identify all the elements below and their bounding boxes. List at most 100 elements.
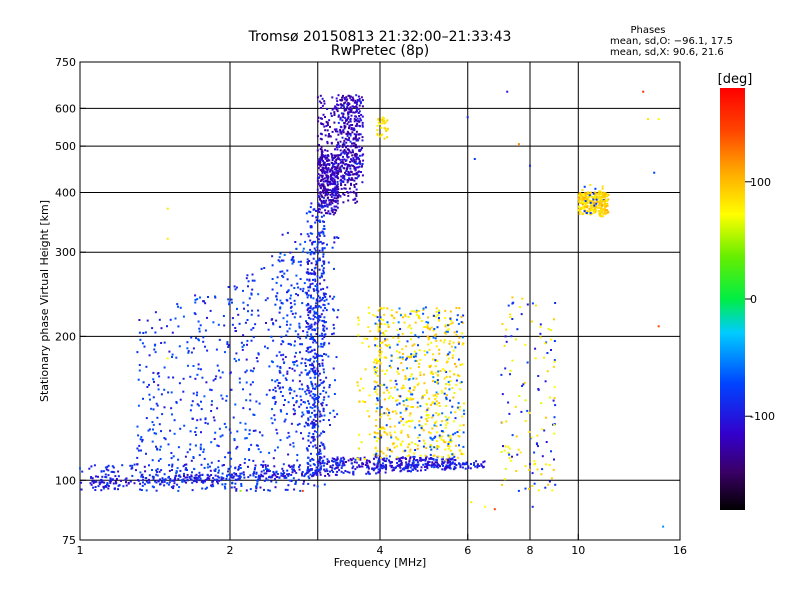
- data-point: [408, 459, 411, 462]
- data-point: [412, 461, 415, 464]
- data-point: [396, 399, 399, 402]
- data-point: [94, 486, 97, 488]
- data-point: [311, 214, 314, 217]
- data-point: [314, 383, 317, 386]
- data-point: [273, 397, 276, 400]
- data-point: [206, 349, 209, 352]
- data-point: [600, 211, 603, 214]
- data-point: [508, 453, 511, 456]
- data-point: [192, 392, 195, 395]
- data-point: [318, 410, 321, 413]
- data-point: [294, 330, 297, 333]
- data-point: [322, 430, 324, 433]
- data-point: [238, 381, 241, 384]
- data-point: [405, 461, 408, 464]
- data-point: [355, 171, 358, 174]
- data-point: [588, 207, 591, 210]
- data-point: [501, 323, 504, 325]
- data-point: [90, 476, 93, 478]
- data-point: [183, 424, 186, 427]
- data-point: [392, 442, 395, 445]
- data-point: [252, 336, 255, 339]
- data-point: [359, 457, 362, 460]
- data-point: [148, 393, 151, 396]
- data-point: [585, 193, 587, 196]
- data-point: [277, 384, 280, 387]
- data-point: [604, 199, 607, 202]
- data-point: [341, 119, 344, 122]
- data-point: [332, 471, 335, 473]
- data-point: [357, 334, 360, 337]
- data-point: [444, 426, 447, 429]
- data-point: [403, 468, 406, 471]
- data-point: [420, 320, 423, 322]
- data-point: [320, 183, 323, 186]
- data-point: [216, 407, 219, 410]
- data-point: [321, 168, 324, 171]
- data-point: [225, 395, 228, 398]
- data-point: [342, 151, 345, 154]
- data-point: [312, 341, 315, 344]
- data-point: [319, 220, 322, 223]
- data-point: [349, 96, 352, 99]
- data-point: [603, 210, 606, 213]
- data-point: [286, 436, 289, 439]
- data-point: [323, 333, 326, 336]
- data-point: [117, 484, 120, 487]
- data-point: [333, 458, 336, 460]
- data-point: [335, 106, 338, 109]
- data-point: [528, 431, 531, 433]
- data-point: [446, 394, 448, 397]
- data-point: [356, 381, 359, 384]
- data-point: [320, 138, 323, 141]
- data-point: [335, 128, 338, 131]
- data-point: [308, 359, 311, 362]
- data-point: [584, 192, 586, 195]
- data-point: [408, 463, 411, 466]
- data-point: [424, 353, 427, 356]
- data-point: [259, 475, 262, 478]
- data-point: [307, 314, 310, 317]
- data-point: [322, 180, 325, 183]
- data-point: [413, 355, 415, 358]
- data-point: [297, 294, 299, 297]
- data-point: [505, 340, 508, 343]
- data-point: [429, 436, 432, 439]
- y-tick-label: 300: [55, 246, 76, 259]
- data-point: [247, 465, 249, 468]
- data-point: [551, 489, 554, 492]
- data-point: [412, 398, 415, 401]
- data-point: [596, 200, 599, 203]
- data-point: [318, 100, 321, 103]
- data-point: [292, 261, 295, 263]
- data-point: [306, 258, 309, 261]
- data-point: [554, 404, 557, 407]
- data-point: [593, 198, 596, 201]
- data-point: [226, 343, 229, 345]
- data-point: [304, 240, 307, 243]
- data-point: [279, 299, 282, 302]
- data-point: [360, 441, 363, 444]
- data-point: [398, 457, 401, 460]
- data-point: [227, 473, 230, 476]
- data-point: [374, 385, 377, 388]
- data-point: [433, 462, 436, 465]
- data-point: [329, 168, 332, 171]
- data-point: [403, 321, 406, 324]
- data-point: [316, 367, 319, 370]
- data-point: [418, 420, 421, 423]
- data-point: [322, 255, 325, 258]
- data-point: [550, 349, 552, 351]
- data-point: [325, 321, 327, 324]
- data-point: [332, 332, 335, 335]
- data-point: [425, 455, 428, 458]
- colorbar-label: [deg]: [718, 72, 753, 87]
- data-point: [414, 355, 417, 358]
- data-point: [306, 386, 309, 389]
- data-point: [604, 204, 607, 207]
- data-point: [299, 288, 302, 291]
- data-point: [262, 464, 264, 467]
- data-point: [448, 388, 451, 391]
- data-point: [254, 464, 257, 467]
- data-point: [340, 187, 343, 190]
